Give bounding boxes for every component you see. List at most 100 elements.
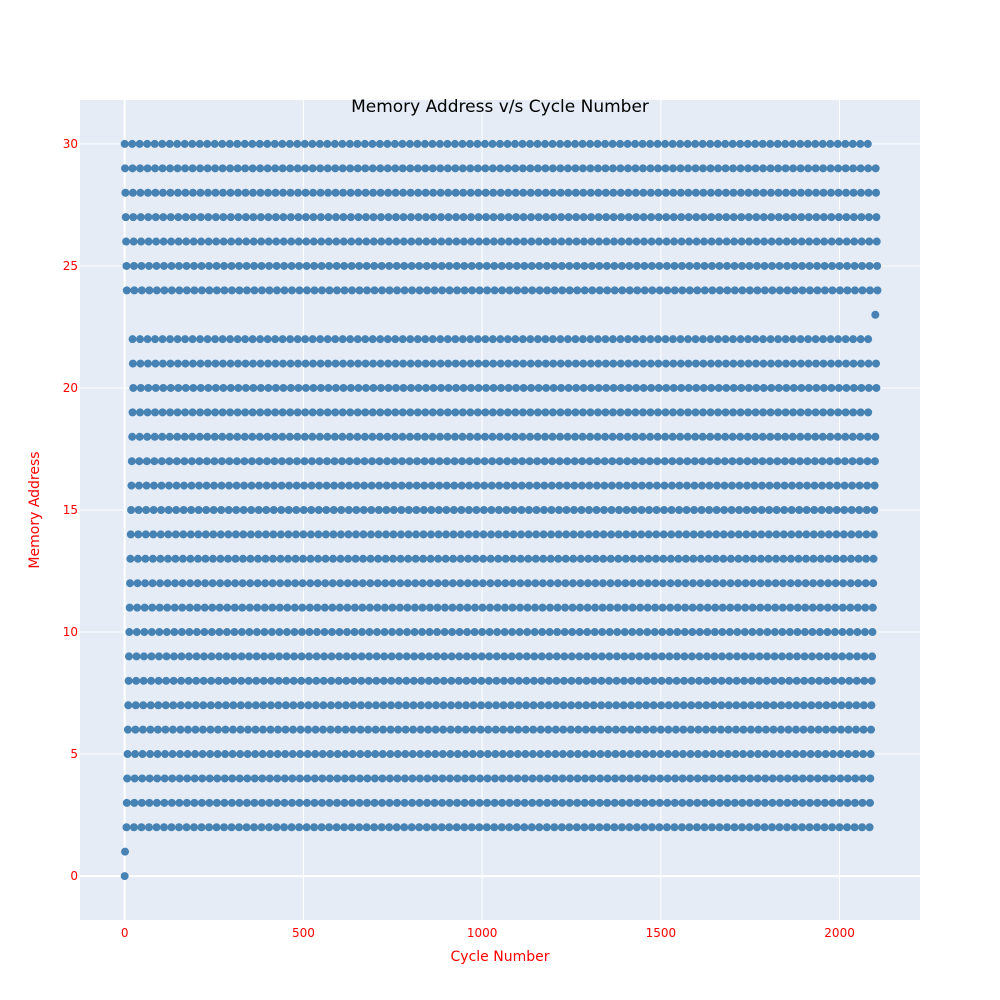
scatter-point bbox=[522, 652, 531, 661]
scatter-point bbox=[541, 335, 550, 344]
scatter-point bbox=[711, 579, 720, 588]
scatter-point bbox=[684, 359, 693, 368]
scatter-point bbox=[125, 603, 134, 612]
scatter-point bbox=[730, 237, 739, 246]
scatter-point bbox=[225, 432, 234, 441]
scatter-point bbox=[835, 286, 844, 295]
scatter-point bbox=[466, 335, 475, 344]
scatter-point bbox=[823, 652, 832, 661]
scatter-point bbox=[798, 261, 807, 270]
scatter-point bbox=[842, 359, 851, 368]
scatter-point bbox=[755, 628, 764, 637]
scatter-point bbox=[263, 432, 272, 441]
scatter-point bbox=[826, 408, 835, 417]
scatter-point bbox=[479, 554, 488, 563]
scatter-point bbox=[676, 432, 685, 441]
scatter-point bbox=[600, 481, 609, 490]
scatter-point bbox=[730, 823, 739, 832]
scatter-point bbox=[857, 213, 866, 222]
scatter-point bbox=[376, 164, 385, 173]
scatter-point bbox=[789, 408, 798, 417]
scatter-point bbox=[595, 261, 604, 270]
scatter-point bbox=[694, 725, 703, 734]
scatter-point bbox=[722, 383, 731, 392]
scatter-point bbox=[737, 383, 746, 392]
scatter-point bbox=[362, 261, 371, 270]
scatter-point bbox=[637, 506, 646, 514]
scatter-point bbox=[549, 383, 558, 392]
scatter-point bbox=[759, 383, 768, 392]
scatter-point bbox=[408, 286, 417, 295]
scatter-point bbox=[444, 237, 453, 246]
scatter-point bbox=[804, 408, 813, 417]
scatter-point bbox=[270, 481, 279, 490]
scatter-point bbox=[858, 823, 867, 832]
scatter-point bbox=[816, 554, 825, 563]
scatter-point bbox=[455, 652, 464, 661]
scatter-point bbox=[521, 774, 530, 783]
scatter-point bbox=[296, 750, 305, 759]
scatter-point bbox=[840, 457, 849, 466]
scatter-point bbox=[865, 823, 874, 832]
scatter-point bbox=[215, 603, 224, 612]
scatter-point bbox=[825, 481, 834, 490]
scatter-point bbox=[305, 603, 314, 612]
scatter-point bbox=[478, 603, 487, 612]
scatter-point bbox=[379, 725, 388, 734]
scatter-point bbox=[848, 481, 857, 490]
scatter-point bbox=[859, 725, 868, 734]
scatter-point bbox=[801, 554, 810, 563]
scatter-point bbox=[173, 408, 182, 417]
scatter-point bbox=[641, 774, 650, 783]
scatter-point bbox=[205, 823, 214, 832]
scatter-point bbox=[679, 701, 688, 710]
scatter-point bbox=[806, 774, 815, 783]
scatter-point bbox=[295, 798, 304, 807]
scatter-point bbox=[845, 628, 854, 637]
scatter-point bbox=[199, 701, 208, 710]
scatter-point bbox=[240, 481, 249, 490]
scatter-point bbox=[809, 530, 818, 539]
scatter-point bbox=[294, 359, 303, 368]
scatter-point bbox=[647, 383, 656, 392]
scatter-point bbox=[783, 823, 792, 832]
scatter-point bbox=[534, 188, 543, 197]
scatter-point bbox=[422, 383, 431, 392]
scatter-point bbox=[138, 774, 147, 783]
scatter-point bbox=[526, 164, 535, 173]
scatter-point bbox=[627, 676, 636, 685]
scatter-point bbox=[235, 286, 244, 295]
scatter-point bbox=[428, 139, 437, 148]
scatter-point bbox=[838, 603, 847, 612]
scatter-point bbox=[570, 481, 579, 490]
scatter-point bbox=[413, 408, 422, 417]
scatter-point bbox=[811, 359, 820, 368]
scatter-point bbox=[350, 603, 359, 612]
y-tick-label: 30 bbox=[63, 137, 78, 151]
scatter-point bbox=[829, 701, 838, 710]
scatter-point bbox=[737, 261, 746, 270]
scatter-point bbox=[372, 676, 381, 685]
scatter-point bbox=[464, 506, 473, 514]
scatter-point bbox=[486, 579, 495, 588]
scatter-point bbox=[517, 506, 526, 514]
scatter-point bbox=[610, 261, 619, 270]
scatter-point bbox=[799, 701, 808, 710]
scatter-point bbox=[638, 457, 647, 466]
scatter-point bbox=[338, 139, 347, 148]
scatter-point bbox=[461, 725, 470, 734]
scatter-point bbox=[295, 823, 304, 832]
scatter-point bbox=[369, 383, 378, 392]
scatter-point bbox=[336, 579, 345, 588]
scatter-point bbox=[444, 188, 453, 197]
scatter-point bbox=[423, 798, 432, 807]
scatter-point bbox=[848, 457, 857, 466]
scatter-point bbox=[180, 481, 189, 490]
scatter-point bbox=[824, 530, 833, 539]
scatter-point bbox=[634, 701, 643, 710]
scatter-point bbox=[519, 359, 528, 368]
scatter-point bbox=[789, 213, 798, 222]
scatter-point bbox=[781, 188, 790, 197]
scatter-point bbox=[815, 628, 824, 637]
scatter-point bbox=[134, 506, 143, 514]
